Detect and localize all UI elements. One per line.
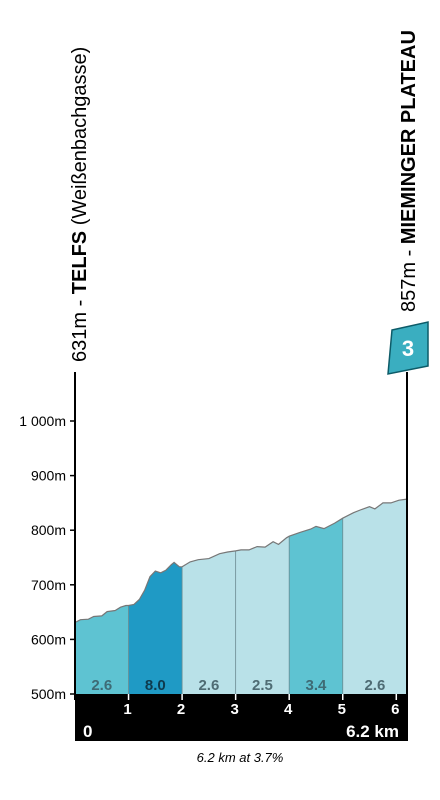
gradient-segment-5 (289, 518, 343, 694)
gradient-segment-2 (128, 562, 183, 694)
gradient-labels: 2.6 8.0 2.6 2.5 3.4 2.6 (91, 677, 385, 694)
gradient-label: 8.0 (145, 677, 166, 694)
gradient-segment-1 (75, 605, 129, 694)
start-name: TELFS (69, 231, 91, 294)
x-tick-label: 1 (123, 701, 131, 718)
gradient-segment-3 (182, 550, 236, 694)
gradient-segments (75, 499, 407, 694)
x-tick-label: 2 (177, 701, 185, 718)
badge-category: 3 (402, 336, 414, 361)
x-ticks: 0 1 2 3 4 5 6 (83, 694, 399, 741)
x-tick-label: 5 (338, 701, 346, 718)
start-detail: (Weißenbachgasse) (69, 47, 91, 226)
climb-summary: 6.2 km at 3.7% (197, 750, 284, 765)
x-tick-label: 4 (284, 701, 293, 718)
climb-category-badge: 3 (387, 321, 429, 375)
y-tick-label: 600m (31, 631, 66, 647)
y-tick-label: 1 000m (19, 413, 66, 429)
x-tick-label: 3 (230, 701, 238, 718)
start-location-label: 631m - TELFS (Weißenbachgasse) (69, 47, 91, 362)
gradient-label: 2.6 (364, 677, 385, 694)
gradient-segment-4 (235, 536, 290, 694)
y-tick-label: 900m (31, 468, 66, 484)
y-tick-label: 500m (31, 686, 66, 702)
badge-shape (387, 321, 429, 375)
finish-elevation: 857m (398, 262, 420, 312)
gradient-label: 3.4 (306, 677, 328, 694)
x-tick-label: 6 (391, 701, 399, 718)
gradient-segment-6 (342, 499, 407, 694)
y-tick-label: 800m (31, 522, 66, 538)
gradient-label: 2.6 (91, 677, 112, 694)
finish-name: MIEMINGER PLATEAU (398, 30, 420, 244)
profile-line (74, 498, 408, 624)
finish-location-label: 857m - MIEMINGER PLATEAU (398, 30, 420, 312)
distance-bar (75, 694, 408, 741)
gradient-label: 2.5 (252, 677, 273, 694)
start-elevation: 631m (69, 312, 91, 362)
y-ticks: 500m 600m 700m 800m 900m 1 000m (19, 413, 75, 702)
end-distance-label: 6.2 km (346, 722, 399, 741)
y-tick-label: 700m (31, 577, 66, 593)
x-tick-label: 0 (83, 722, 92, 741)
gradient-label: 2.6 (198, 677, 219, 694)
